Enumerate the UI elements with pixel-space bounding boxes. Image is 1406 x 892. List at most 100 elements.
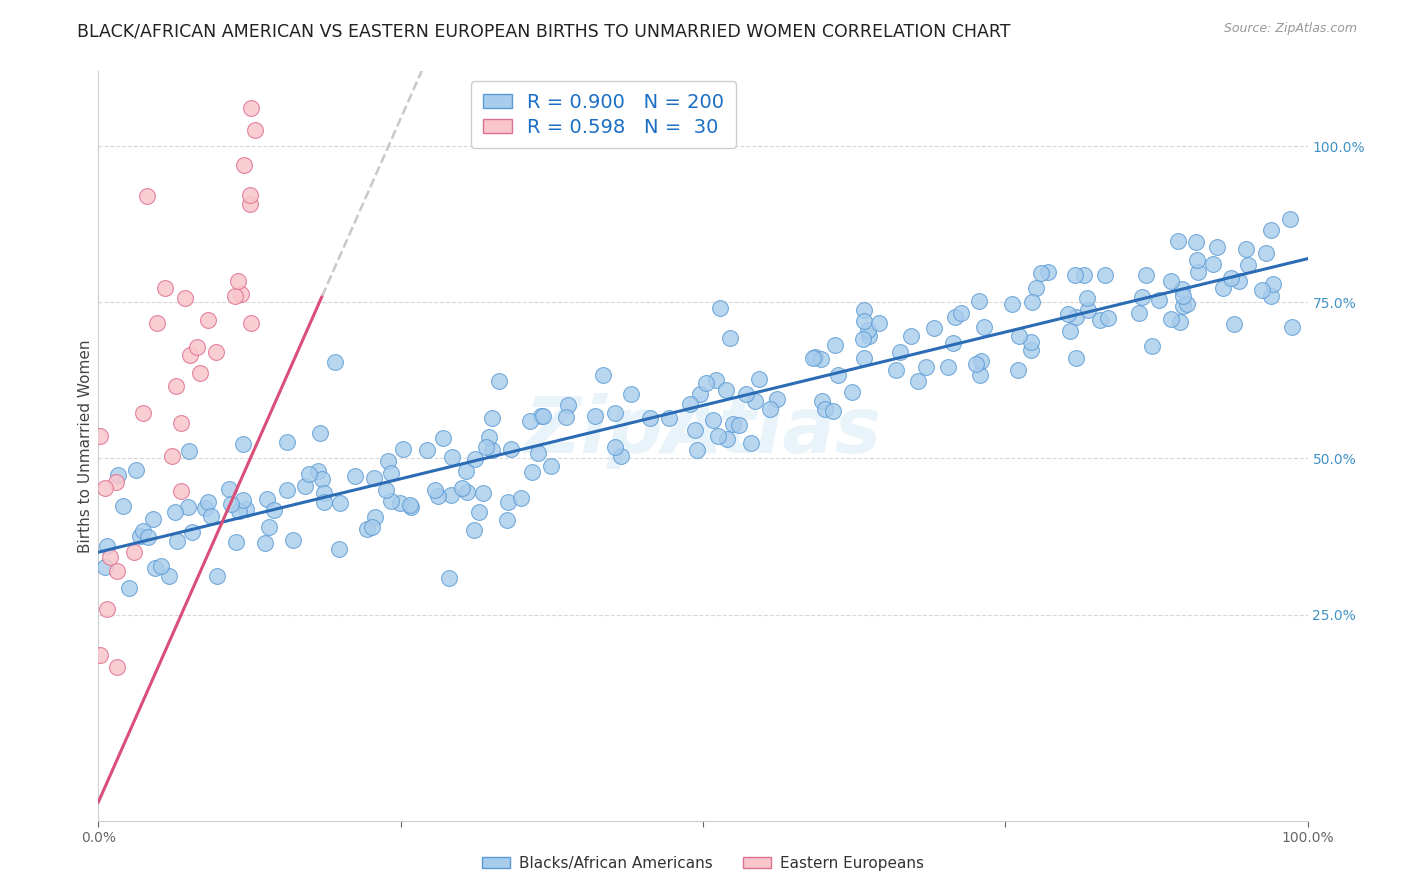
Point xyxy=(228,274,250,288)
Point xyxy=(132,406,155,420)
Point xyxy=(294,478,316,492)
Point xyxy=(907,375,929,389)
Point xyxy=(824,338,846,352)
Point xyxy=(605,406,627,420)
Point xyxy=(229,287,252,301)
Point xyxy=(374,483,396,497)
Point xyxy=(638,410,661,425)
Point xyxy=(1073,268,1095,283)
Point xyxy=(225,535,247,549)
Point xyxy=(228,504,250,518)
Point xyxy=(967,293,990,308)
Point xyxy=(166,533,188,548)
Point xyxy=(224,289,246,303)
Point xyxy=(190,366,212,380)
Point xyxy=(467,505,489,519)
Point xyxy=(801,351,824,366)
Point xyxy=(263,503,285,517)
Point xyxy=(969,368,991,383)
Point xyxy=(810,351,832,366)
Point xyxy=(94,481,117,495)
Point xyxy=(478,430,501,444)
Point xyxy=(1057,307,1080,321)
Point xyxy=(257,520,280,534)
Point xyxy=(94,559,117,574)
Point xyxy=(307,464,329,478)
Point xyxy=(197,495,219,509)
Point xyxy=(943,310,966,325)
Point xyxy=(827,368,849,383)
Point xyxy=(328,542,350,557)
Point xyxy=(1130,290,1153,304)
Point xyxy=(456,464,478,478)
Point xyxy=(592,368,614,383)
Point xyxy=(609,449,631,463)
Point xyxy=(89,648,111,662)
Point xyxy=(401,500,423,514)
Point xyxy=(748,372,770,386)
Point xyxy=(179,348,201,362)
Point xyxy=(361,520,384,534)
Point xyxy=(1173,289,1195,303)
Point xyxy=(1220,270,1243,285)
Point xyxy=(721,417,744,431)
Point xyxy=(689,387,711,401)
Point xyxy=(1223,317,1246,331)
Point xyxy=(735,387,758,401)
Point xyxy=(377,454,399,468)
Point xyxy=(1170,315,1192,329)
Point xyxy=(239,187,262,202)
Point xyxy=(1212,281,1234,295)
Point xyxy=(380,466,402,480)
Point xyxy=(311,472,333,486)
Point xyxy=(194,501,217,516)
Point xyxy=(1059,325,1081,339)
Point xyxy=(363,471,385,485)
Point xyxy=(685,423,707,437)
Point xyxy=(256,492,278,507)
Point xyxy=(471,485,494,500)
Point xyxy=(89,429,111,443)
Point xyxy=(1205,240,1227,254)
Point xyxy=(868,316,890,330)
Point xyxy=(766,392,789,406)
Point xyxy=(922,321,945,335)
Point xyxy=(464,451,486,466)
Point xyxy=(232,436,254,450)
Point xyxy=(856,323,879,337)
Point xyxy=(914,359,936,374)
Point xyxy=(702,412,724,426)
Point xyxy=(1234,242,1257,256)
Point xyxy=(495,513,517,527)
Point xyxy=(1019,335,1042,350)
Point xyxy=(329,495,352,509)
Point xyxy=(160,450,183,464)
Point xyxy=(200,509,222,524)
Point xyxy=(1019,343,1042,358)
Point xyxy=(253,535,276,549)
Point xyxy=(239,316,262,330)
Point xyxy=(125,463,148,477)
Point xyxy=(439,488,461,502)
Point xyxy=(1173,299,1195,313)
Point xyxy=(344,468,367,483)
Point xyxy=(1227,274,1250,288)
Point xyxy=(1175,297,1198,311)
Point xyxy=(463,524,485,538)
Point xyxy=(583,409,606,424)
Legend: Blacks/African Americans, Eastern Europeans: Blacks/African Americans, Eastern Europe… xyxy=(477,850,929,877)
Point xyxy=(98,550,121,565)
Point xyxy=(1149,293,1171,307)
Point xyxy=(695,376,717,390)
Point xyxy=(852,351,875,366)
Point xyxy=(174,291,197,305)
Point xyxy=(886,362,908,376)
Point xyxy=(744,394,766,409)
Point xyxy=(716,432,738,446)
Point xyxy=(720,331,742,345)
Point xyxy=(312,486,335,500)
Text: Source: ZipAtlas.com: Source: ZipAtlas.com xyxy=(1223,22,1357,36)
Point xyxy=(1090,312,1112,326)
Point xyxy=(149,558,172,573)
Point xyxy=(1097,310,1119,325)
